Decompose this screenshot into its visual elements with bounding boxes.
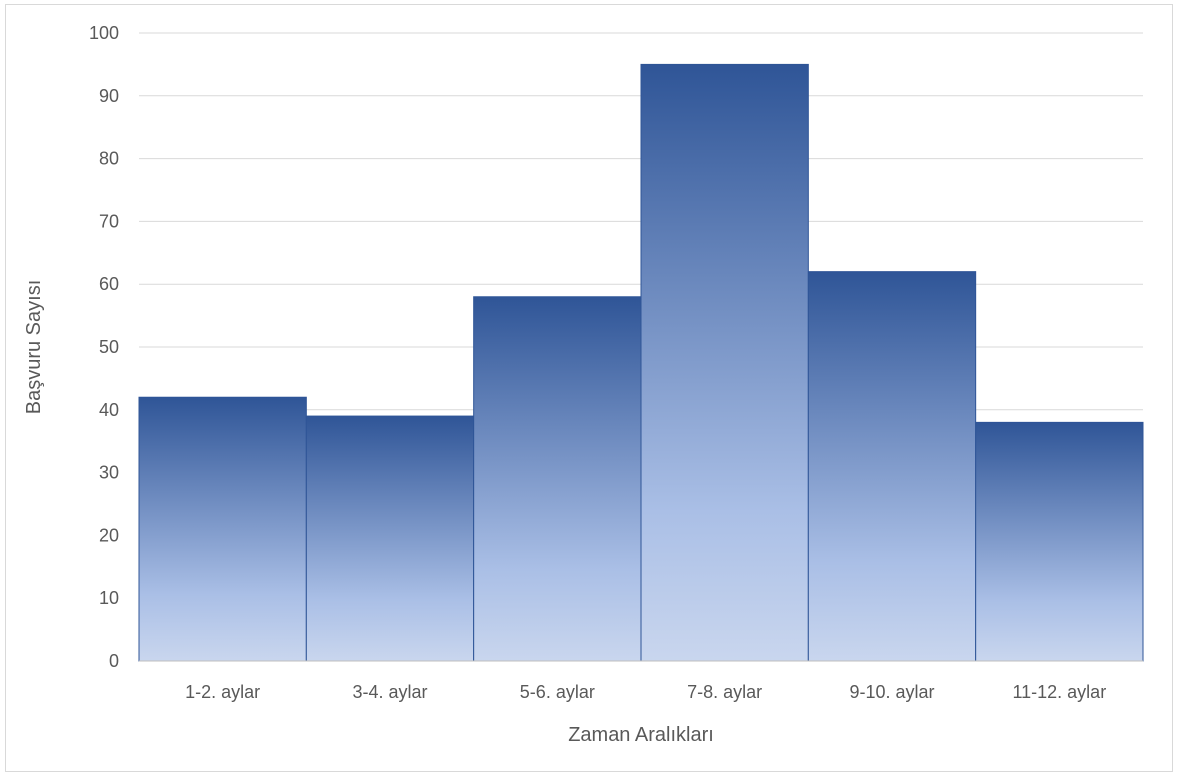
- bar-5: [807, 271, 977, 662]
- bars: [138, 63, 1144, 662]
- x-axis-ticks: 1-2. aylar 3-4. aylar 5-6. aylar 7-8. aylar…: [185, 682, 1106, 702]
- y-tick-label: 80: [99, 149, 119, 169]
- x-axis-title: Zaman Aralıkları: [568, 724, 714, 746]
- y-tick-label: 10: [99, 588, 119, 608]
- y-tick-label: 70: [99, 211, 119, 231]
- y-axis-title: Başvuru Sayısı: [23, 280, 45, 415]
- bar-4: [640, 63, 809, 662]
- y-axis-ticks: 0 10 20 30 40 50 60 70 80 90 100: [89, 23, 119, 671]
- x-tick-label: 1-2. aylar: [185, 682, 260, 702]
- y-tick-label: 60: [99, 274, 119, 294]
- y-tick-label: 100: [89, 23, 119, 43]
- y-tick-label: 50: [99, 337, 119, 357]
- y-tick-label: 30: [99, 463, 119, 483]
- bar-3: [473, 296, 642, 662]
- y-tick-label: 90: [99, 86, 119, 106]
- x-tick-label: 9-10. aylar: [849, 682, 934, 702]
- x-tick-label: 11-12. aylar: [1012, 682, 1106, 702]
- bar-1: [138, 396, 307, 662]
- x-tick-label: 7-8. aylar: [687, 682, 762, 702]
- y-tick-label: 20: [99, 525, 119, 545]
- y-tick-label: 0: [109, 651, 119, 671]
- x-tick-label: 5-6. aylar: [520, 682, 595, 702]
- y-tick-label: 40: [99, 400, 119, 420]
- bar-6: [975, 421, 1144, 662]
- x-tick-label: 3-4. aylar: [352, 682, 427, 702]
- bar-2: [305, 415, 475, 662]
